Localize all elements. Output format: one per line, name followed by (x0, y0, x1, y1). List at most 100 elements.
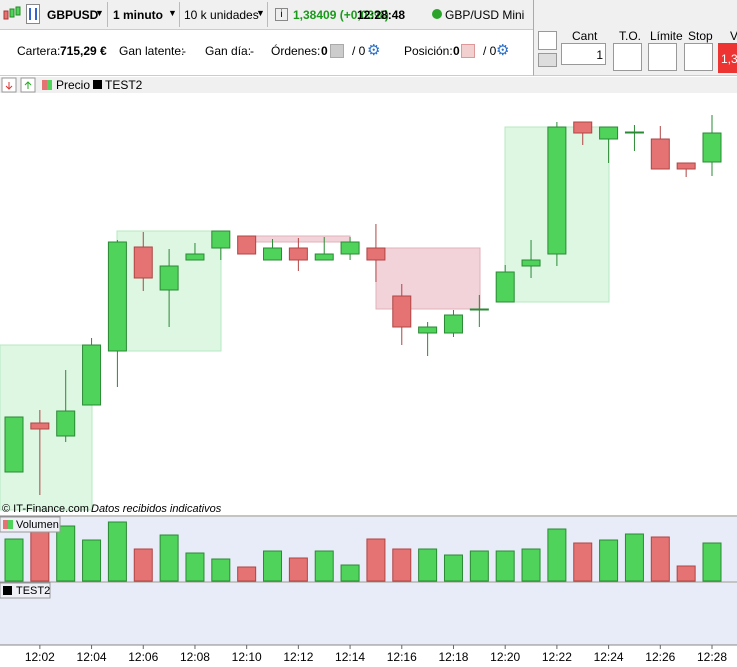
market: GBP/USD Mini (445, 8, 525, 22)
volume-bar (185, 552, 205, 582)
candle-body (56, 410, 76, 437)
separator (267, 2, 268, 27)
legend-price: Precio (56, 78, 90, 92)
candle-body (211, 230, 231, 249)
icon (24, 81, 32, 89)
volume-bar (495, 550, 515, 582)
volume-bar (263, 550, 283, 582)
volume-bar (237, 566, 257, 582)
candle-body (624, 131, 644, 134)
value: / 0 (352, 44, 366, 58)
candle-body (702, 132, 722, 163)
legend-bar (0, 77, 737, 93)
label: Cartera: (17, 44, 61, 58)
candle-body (521, 259, 541, 267)
x-tick-label: 12:20 (490, 650, 520, 664)
time: 12:28:48 (357, 8, 406, 22)
notice: Datos recibidos indicativos (91, 503, 222, 515)
x-tick-label: 12:04 (77, 650, 107, 664)
icon (3, 586, 12, 595)
candle-body (366, 247, 386, 261)
info-icon[interactable]: i (275, 8, 288, 21)
volume-bar (676, 565, 696, 582)
volume-bar (702, 542, 722, 582)
candle-body (4, 416, 24, 473)
timeframe[interactable]: 1 minuto (113, 8, 163, 22)
candle-body (159, 265, 179, 291)
icon (47, 80, 52, 90)
x-tick-label: 12:12 (283, 650, 313, 664)
candle-body (495, 271, 515, 303)
icon (8, 520, 13, 529)
stop-button[interactable] (684, 43, 713, 71)
volume-bar (56, 525, 76, 582)
volume-bar (340, 564, 360, 582)
label: Órdenes: (271, 44, 321, 58)
candle-body (547, 126, 567, 255)
candle-body (599, 126, 619, 140)
wrench-button[interactable] (538, 31, 557, 50)
value: / 0 (483, 44, 497, 58)
candle-body (650, 138, 670, 170)
icon[interactable] (330, 44, 344, 58)
candle-body (263, 247, 283, 261)
market-button[interactable] (613, 43, 642, 71)
candle-body (340, 241, 360, 255)
account-bar (0, 30, 533, 76)
candle-body (82, 344, 102, 406)
candle-body (288, 247, 308, 261)
gear-icon[interactable]: ⚙ (367, 42, 381, 59)
instrument[interactable]: GBPUSD (47, 8, 99, 22)
sell-label: V (730, 29, 737, 43)
dropdown-arrow[interactable]: ▼ (168, 8, 177, 18)
x-tick-label: 12:18 (438, 650, 468, 664)
icon (42, 80, 47, 90)
value: - (182, 44, 186, 58)
qty-label: Cant (572, 29, 598, 43)
dropdown-arrow[interactable]: ▼ (95, 8, 104, 18)
icon[interactable] (26, 4, 40, 24)
icon (5, 82, 13, 90)
legend-indicator: TEST2 (105, 78, 143, 92)
volume-bar (314, 550, 334, 582)
volume-bar (288, 557, 308, 582)
dropdown-arrow[interactable]: ▼ (256, 8, 265, 18)
volume-bar (4, 538, 24, 582)
sell-button[interactable]: 1,3 (718, 43, 737, 73)
volume-bar (392, 548, 412, 582)
volume-bar (366, 538, 386, 582)
volume-header (0, 516, 61, 533)
indicator-header (0, 582, 51, 599)
candle-body (133, 246, 153, 279)
indicator-label: TEST2 (16, 585, 50, 597)
x-tick-label: 12:10 (232, 650, 262, 664)
volume-bar (624, 533, 644, 582)
zone (375, 247, 481, 310)
volume-bar (469, 550, 489, 582)
candle-body (443, 314, 463, 334)
candle-body (185, 253, 205, 261)
x-tick-label: 12:24 (594, 650, 624, 664)
x-tick-label: 12:26 (645, 650, 675, 664)
icon[interactable] (461, 44, 475, 58)
label: Gan día: (205, 44, 252, 58)
x-tick-label: 12:08 (180, 650, 210, 664)
volume-bar (573, 542, 593, 582)
toolbar (0, 0, 533, 30)
size[interactable]: 10 k unidades (184, 8, 259, 22)
copyright: © IT-Finance.com (2, 503, 89, 515)
volume-bar (650, 536, 670, 582)
separator (107, 2, 108, 27)
volume-bar (211, 558, 231, 582)
x-tick-label: 12:14 (335, 650, 365, 664)
limit-button[interactable] (648, 43, 677, 71)
volume-label: Volumen (16, 519, 59, 531)
keyboard-button[interactable] (538, 53, 557, 67)
qty-input[interactable]: 1 (561, 43, 606, 65)
gear-icon[interactable]: ⚙ (496, 42, 510, 59)
value: - (250, 44, 254, 58)
candle-body (314, 253, 334, 261)
